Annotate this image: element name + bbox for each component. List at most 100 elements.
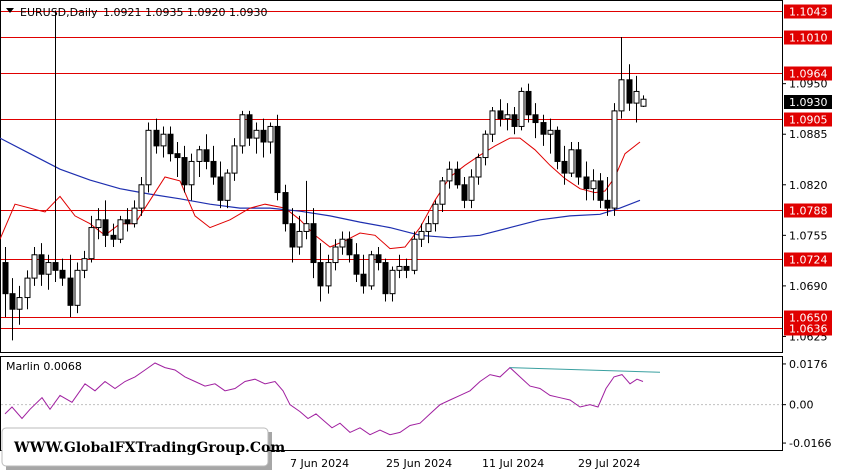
marlin-tick-label: 0.0176: [789, 358, 828, 371]
bear-candle-body: [532, 114, 539, 124]
candle: [303, 180, 310, 240]
bear-candle-body: [626, 79, 633, 104]
candle: [138, 177, 145, 216]
bear-candle-body: [454, 168, 461, 186]
bear-candle-body: [310, 223, 317, 264]
bear-candle-body: [124, 219, 131, 225]
candle: [67, 254, 74, 317]
candle: [403, 258, 410, 279]
bear-candle-body: [110, 234, 117, 240]
bull-candle-body: [74, 269, 81, 306]
bull-candle-body: [303, 223, 310, 232]
candle: [289, 208, 296, 263]
bull-candle-body: [196, 149, 203, 162]
bear-candle-body: [203, 149, 210, 162]
bear-candle-body: [153, 129, 160, 147]
slow-moving-average-line: [0, 137, 641, 239]
price-tick-label: 1.0950: [789, 78, 828, 91]
level-label: 1.0788: [789, 205, 828, 218]
candle: [31, 247, 38, 286]
bull-candle-body: [547, 129, 554, 135]
bear-candle-body: [217, 176, 224, 201]
candle: [246, 110, 253, 146]
candle: [16, 285, 23, 325]
candle: [317, 243, 324, 302]
chart-ohlc-label: 1.0921 1.0935 1.0920 1.0930: [103, 6, 267, 19]
candlesticks: [2, 10, 647, 341]
candle: [145, 122, 152, 193]
candle: [468, 169, 475, 209]
bull-candle-body: [138, 184, 145, 209]
bull-candle-body: [131, 207, 138, 225]
candle: [332, 239, 339, 271]
bear-candle-body: [289, 223, 296, 248]
bull-candle-body: [31, 254, 38, 279]
candle: [310, 208, 317, 279]
candle: [253, 122, 260, 154]
watermark-text: WWW.GlobalFXTradingGroup.Com: [13, 440, 285, 456]
candle: [389, 266, 396, 302]
bull-candle-body: [475, 157, 482, 178]
bear-candle-body: [59, 269, 66, 279]
candle: [102, 200, 109, 247]
candle: [382, 258, 389, 302]
support-resistance-levels: [1, 11, 782, 329]
level-label-box: [784, 66, 832, 81]
level-label-box: [784, 310, 832, 325]
bull-candle-body: [24, 277, 31, 299]
bull-candle-body: [296, 230, 303, 248]
bull-candle-body: [325, 262, 332, 287]
bear-candle-body: [67, 277, 74, 306]
level-label: 1.0724: [789, 254, 828, 267]
bull-candle-body: [482, 133, 489, 159]
candle: [446, 161, 453, 189]
candle: [52, 10, 59, 282]
bear-candle-body: [561, 160, 568, 174]
candle: [181, 145, 188, 193]
candle: [267, 122, 274, 154]
candle: [368, 250, 375, 290]
candle: [597, 173, 604, 209]
candle: [131, 200, 138, 228]
candle: [353, 243, 360, 282]
bull-candle-body: [267, 125, 274, 143]
bull-candle-body: [188, 160, 195, 186]
level-label: 1.0905: [789, 114, 828, 127]
price-tick-label: 1.0755: [789, 229, 828, 242]
bear-candle-body: [260, 129, 267, 143]
bear-candle-body: [540, 122, 547, 135]
bull-candle-body: [633, 90, 640, 104]
candle: [360, 254, 367, 294]
current-price-marker: [784, 95, 832, 109]
bear-candle-body: [375, 254, 382, 264]
candle: [489, 107, 496, 142]
bear-candle-body: [210, 160, 217, 178]
bull-candle-body: [253, 129, 260, 139]
candle: [81, 250, 88, 279]
candle: [153, 118, 160, 154]
price-tick-label: 1.0690: [789, 280, 828, 293]
candle: [260, 118, 267, 158]
bear-candle-body: [282, 192, 289, 225]
candle: [174, 142, 181, 177]
bear-candle-body: [2, 262, 9, 295]
marlin-line: [4, 362, 644, 436]
candle: [339, 231, 346, 255]
chart-symbol-label: EURUSD,Daily: [20, 6, 98, 19]
candle: [217, 161, 224, 209]
bear-candle-body: [246, 114, 253, 139]
candle: [95, 208, 102, 240]
candle: [203, 134, 210, 170]
bull-candle-body: [368, 254, 375, 287]
bear-candle-body: [9, 293, 16, 310]
bull-candle-body: [411, 238, 418, 271]
bull-candle-body: [145, 129, 152, 186]
candle: [575, 142, 582, 185]
candle: [74, 262, 81, 314]
chart-menu-triangle-icon[interactable]: [6, 8, 14, 13]
level-label: 1.1043: [789, 6, 828, 19]
candle: [532, 103, 539, 139]
bull-candle-body: [95, 219, 102, 229]
bear-candle-body: [604, 199, 611, 209]
